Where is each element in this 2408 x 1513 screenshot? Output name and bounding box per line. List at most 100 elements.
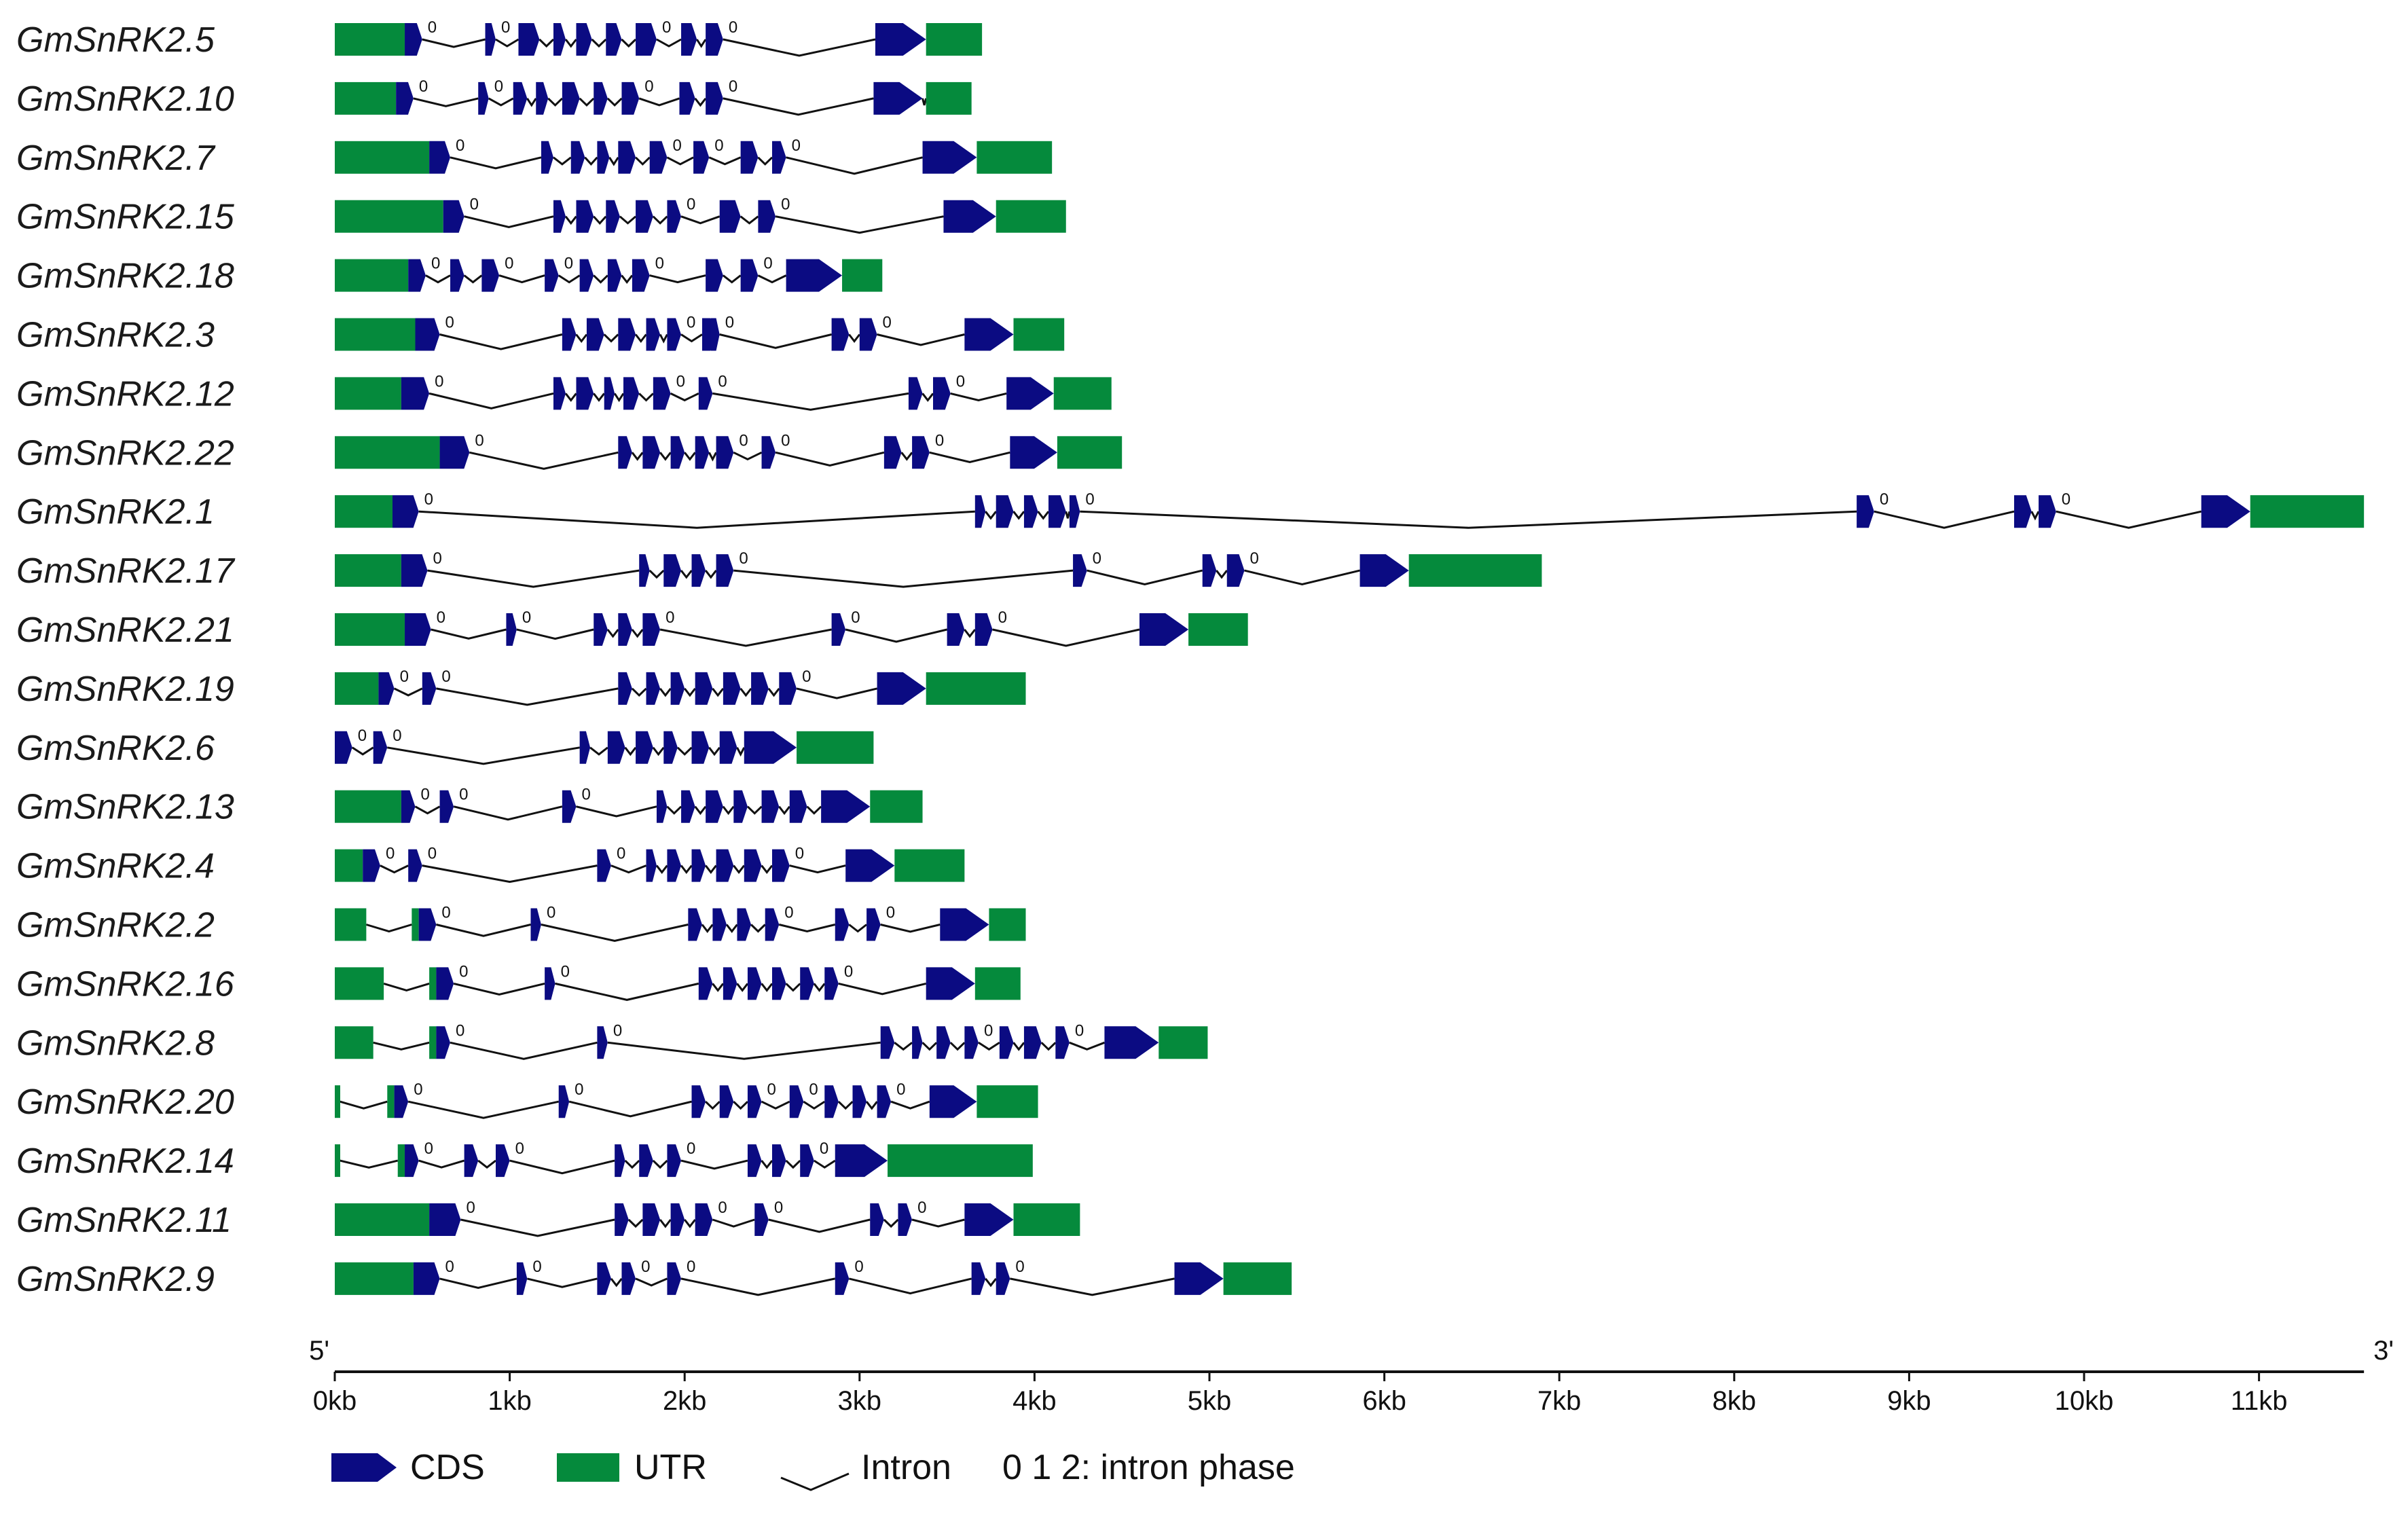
intron (593, 274, 608, 284)
utr-box (335, 1026, 373, 1059)
cds-segment (405, 1144, 419, 1178)
cds-segment (553, 377, 566, 410)
intron (463, 274, 483, 284)
cds-segment (436, 967, 454, 1000)
cds-arrow (1139, 613, 1189, 646)
gene-row: GmSnRK2.10 0 0 0 0 (16, 77, 972, 119)
intron (1037, 511, 1050, 520)
cds-segment (691, 849, 706, 882)
intron (1080, 510, 1857, 529)
intron-phase-label: 0 (714, 136, 723, 155)
gene-row: GmSnRK2.12 0 0 0 0 (16, 372, 1112, 414)
cds-segment (1073, 554, 1087, 587)
cds-segment (751, 672, 769, 705)
intron (865, 1101, 878, 1110)
cds-segment (706, 790, 723, 823)
utr-box (1408, 554, 1542, 587)
cds-segment (706, 259, 723, 292)
intron (992, 628, 1140, 647)
cds-segment (576, 377, 594, 410)
cds-segment (964, 1026, 979, 1059)
cds-segment (706, 23, 723, 56)
cds-segment (723, 672, 741, 705)
gene-label: GmSnRK2.4 (16, 847, 215, 886)
intron-phase-label: 0 (956, 372, 965, 390)
intron (705, 1101, 720, 1110)
intron (838, 982, 927, 996)
intron (553, 156, 572, 166)
intron-phase-label: 0 (459, 786, 468, 804)
intron (894, 1042, 913, 1051)
gene-label: GmSnRK2.3 (16, 316, 215, 355)
utr-box (888, 1144, 1033, 1178)
intron (649, 274, 706, 284)
gene-row: GmSnRK2.8 0 0 0 0 (16, 1021, 1208, 1063)
gene-label: GmSnRK2.18 (16, 257, 234, 296)
cds-segment (835, 1262, 850, 1295)
utr-box (926, 672, 1026, 705)
intron-phase-label: 0 (501, 18, 510, 37)
cds-segment (405, 613, 431, 646)
cds-segment (679, 81, 695, 115)
intron (761, 864, 773, 875)
cds-segment (719, 200, 741, 233)
intron (631, 687, 647, 697)
intron (676, 746, 693, 756)
cds-segment (866, 908, 881, 941)
scale-axis: 0kb 1kb 2kb 3kb 4kb 5kb 6kb 7kb 8kb 9kb 10kb 11kb 5… (309, 1336, 2394, 1416)
cds-segment (880, 1026, 895, 1059)
intron-phase-label: 0 (984, 1021, 993, 1040)
intron (422, 864, 598, 883)
cds-arrow (744, 731, 797, 764)
cds-segment (642, 613, 661, 646)
utr-box (335, 613, 405, 646)
cds-segment (393, 495, 419, 528)
cds-segment (698, 967, 713, 1000)
cds-segment (667, 200, 682, 233)
intron (659, 1219, 672, 1228)
cds-segment (772, 1144, 786, 1178)
intron (848, 333, 860, 343)
cds-segment (518, 23, 540, 56)
gene-label: GmSnRK2.5 (16, 20, 215, 60)
intron (722, 274, 742, 284)
utr-box (335, 908, 367, 941)
cds-segment (516, 1262, 528, 1295)
intron (656, 38, 682, 48)
cds-arrow (1174, 1262, 1224, 1295)
cds-arrow (940, 908, 989, 941)
intron (666, 805, 682, 815)
intron (498, 274, 545, 284)
intron (568, 1100, 692, 1118)
cds-segment (642, 1203, 661, 1236)
cds-segment (747, 1144, 762, 1178)
intron (414, 805, 441, 815)
intron (775, 451, 885, 467)
intron (340, 1100, 388, 1110)
intron (680, 570, 693, 579)
intron (450, 156, 542, 170)
cds-segment (744, 849, 762, 882)
cds-segment (772, 141, 786, 174)
gene-row: GmSnRK2.5 0 0 0 0 (16, 18, 983, 60)
intron (733, 864, 745, 875)
intron (775, 215, 944, 234)
gene-row: GmSnRK2.22 0 0 0 0 (16, 431, 1123, 473)
intron-phase-label: 0 (470, 196, 479, 214)
intron (1013, 1042, 1025, 1051)
cds-segment (670, 1203, 685, 1236)
intron (778, 805, 790, 816)
intron (1069, 1041, 1105, 1051)
intron (708, 746, 720, 756)
intron (495, 38, 519, 48)
intron (373, 1041, 430, 1051)
cds-segment (562, 318, 577, 351)
intron (725, 924, 738, 933)
cds-segment (883, 436, 902, 469)
legend: CDS UTR Intron 0 1 2: intron phase (331, 1448, 1295, 1491)
cds-segment (761, 790, 780, 823)
cds-segment (824, 967, 839, 1000)
cds-arrow (922, 141, 977, 174)
gene-label: GmSnRK2.13 (16, 788, 234, 827)
utr-box (335, 318, 416, 351)
